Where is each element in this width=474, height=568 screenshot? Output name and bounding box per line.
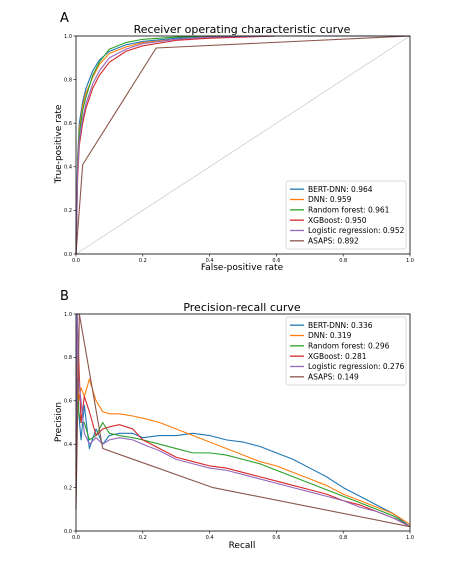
axes-frame	[75, 313, 411, 532]
pr-plot: 0.0 0.2 0.4 0.6 0.8 1.0 0.0 0.2 0.4 0.6 0.8 1.0 BERT…	[64, 312, 414, 541]
x-tick-label: 0.2	[139, 258, 147, 264]
diagonal-reference-line	[75, 35, 411, 255]
legend-entry: DNN: 0.319	[308, 331, 352, 340]
legend-entry: XGBoost: 0.950	[308, 216, 367, 225]
y-tick-label: 0.8	[64, 77, 72, 83]
roc-xlabel: False-positive rate	[201, 263, 284, 273]
y-tick-label: 0.0	[64, 529, 72, 535]
series-line-logistic-regression	[75, 313, 411, 528]
pr-ylabel: Precision	[54, 402, 64, 442]
y-tick-label: 1.0	[64, 34, 72, 40]
y-tick-label: 0.6	[64, 121, 72, 127]
series-line-dnn	[75, 345, 411, 525]
series-line-random-forest	[75, 378, 411, 528]
x-tick-label: 0.0	[72, 535, 80, 541]
legend-box	[285, 316, 407, 386]
y-tick-label: 0.8	[64, 355, 72, 361]
roc-title: Receiver operating characteristic curve	[134, 23, 351, 36]
y-tick-label: 0.0	[64, 252, 72, 258]
x-tick-label: 0.4	[206, 258, 214, 264]
series-line-asaps	[75, 313, 411, 528]
y-tick-label: 0.4	[64, 165, 72, 171]
legend-box	[285, 180, 407, 250]
y-tick-label: 0.2	[64, 208, 72, 214]
panel-letter-a: A	[60, 11, 69, 26]
y-tick-label: 1.0	[64, 312, 72, 318]
pr-title: Precision-recall curve	[183, 301, 301, 314]
legend-entry: Logistic regression: 0.952	[308, 226, 405, 235]
legend-entry: BERT-DNN: 0.336	[308, 321, 373, 330]
x-tick-label: 0.8	[339, 258, 347, 264]
roc-ylabel: True-positive rate	[54, 104, 64, 184]
legend-entry: Logistic regression: 0.276	[308, 362, 405, 371]
y-tick-label: 0.6	[64, 399, 72, 405]
legend-entry: Random forest: 0.961	[308, 205, 390, 214]
series-line-bert-dnn	[75, 313, 411, 528]
legend-entry: DNN: 0.959	[308, 195, 352, 204]
axes-frame	[75, 35, 411, 255]
x-tick-label: 1.0	[406, 258, 414, 264]
x-tick-label: 0.4	[206, 535, 214, 541]
legend-entry: Random forest: 0.296	[308, 341, 390, 350]
series-line-xgboost	[75, 324, 411, 528]
y-tick-label: 0.2	[64, 485, 72, 491]
pr-xlabel: Recall	[229, 541, 256, 551]
x-tick-label: 1.0	[406, 535, 414, 541]
series-line-asaps	[75, 35, 411, 255]
legend-entry: ASAPS: 0.892	[308, 236, 359, 245]
x-tick-label: 0.6	[272, 258, 280, 264]
x-tick-label: 0.0	[72, 258, 80, 264]
panel-letter-b: B	[60, 289, 69, 304]
x-tick-label: 0.2	[139, 535, 147, 541]
x-tick-label: 0.6	[272, 535, 280, 541]
y-tick-label: 0.4	[64, 442, 72, 448]
legend-entry: XGBoost: 0.281	[308, 352, 367, 361]
legend-entry: ASAPS: 0.149	[308, 372, 359, 381]
x-tick-label: 0.8	[339, 535, 347, 541]
legend-entry: BERT-DNN: 0.964	[308, 185, 373, 194]
roc-plot: 0.0 0.2 0.4 0.6 0.8 1.0 0.0 0.2 0.4 0.6 0.8 1.0 BERT…	[64, 34, 414, 264]
